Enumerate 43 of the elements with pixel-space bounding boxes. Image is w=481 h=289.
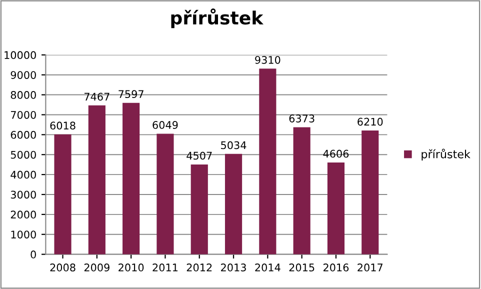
- x-tick-label: 2009: [84, 264, 110, 272]
- x-tick-label: 2015: [289, 264, 314, 272]
- data-label: 6018: [50, 122, 76, 130]
- x-tick-label: 2017: [358, 264, 382, 272]
- bar: [190, 164, 208, 254]
- x-tick-label: 2016: [323, 264, 349, 272]
- y-tick-label: 4000: [10, 170, 36, 179]
- data-label: 9310: [255, 56, 280, 64]
- y-tick-label: 1000: [11, 230, 36, 238]
- data-label: 7597: [118, 90, 144, 98]
- y-tick-label: 8000: [10, 91, 36, 99]
- data-label: 6373: [289, 114, 314, 122]
- y-tick-label: 10000: [4, 51, 36, 60]
- x-tick-label: 2010: [118, 264, 144, 272]
- y-tick-label: 5000: [10, 150, 36, 159]
- bar: [293, 127, 310, 254]
- data-label: 4606: [323, 150, 349, 158]
- bar: [156, 134, 174, 254]
- data-label: 6210: [358, 118, 383, 126]
- bar: [224, 154, 242, 254]
- y-tick-label: 3000: [10, 190, 36, 199]
- data-label: 4507: [186, 152, 212, 160]
- x-tick-label: 2013: [221, 264, 246, 272]
- data-label: 6049: [152, 121, 178, 129]
- y-tick-label: 7000: [11, 110, 36, 119]
- data-label: 5034: [221, 141, 246, 150]
- chart-title: přírůstek: [171, 8, 264, 28]
- bar: [362, 130, 379, 254]
- x-tick-label: 2014: [255, 264, 280, 272]
- bar: [122, 102, 140, 254]
- bar: [88, 105, 106, 254]
- y-tick-label: 6000: [10, 130, 36, 139]
- x-tick-label: 2008: [50, 264, 76, 272]
- bar: [327, 162, 345, 254]
- y-tick-label: 0: [30, 250, 36, 258]
- x-tick-label: 2011: [152, 264, 178, 272]
- legend-label: přírůstek: [422, 148, 470, 160]
- x-tick-label: 2012: [186, 264, 212, 272]
- bar: [54, 134, 72, 254]
- data-label: 7467: [84, 92, 110, 101]
- y-tick-label: 2000: [10, 210, 36, 219]
- bar: [259, 68, 276, 254]
- y-tick-label: 9000: [10, 71, 36, 79]
